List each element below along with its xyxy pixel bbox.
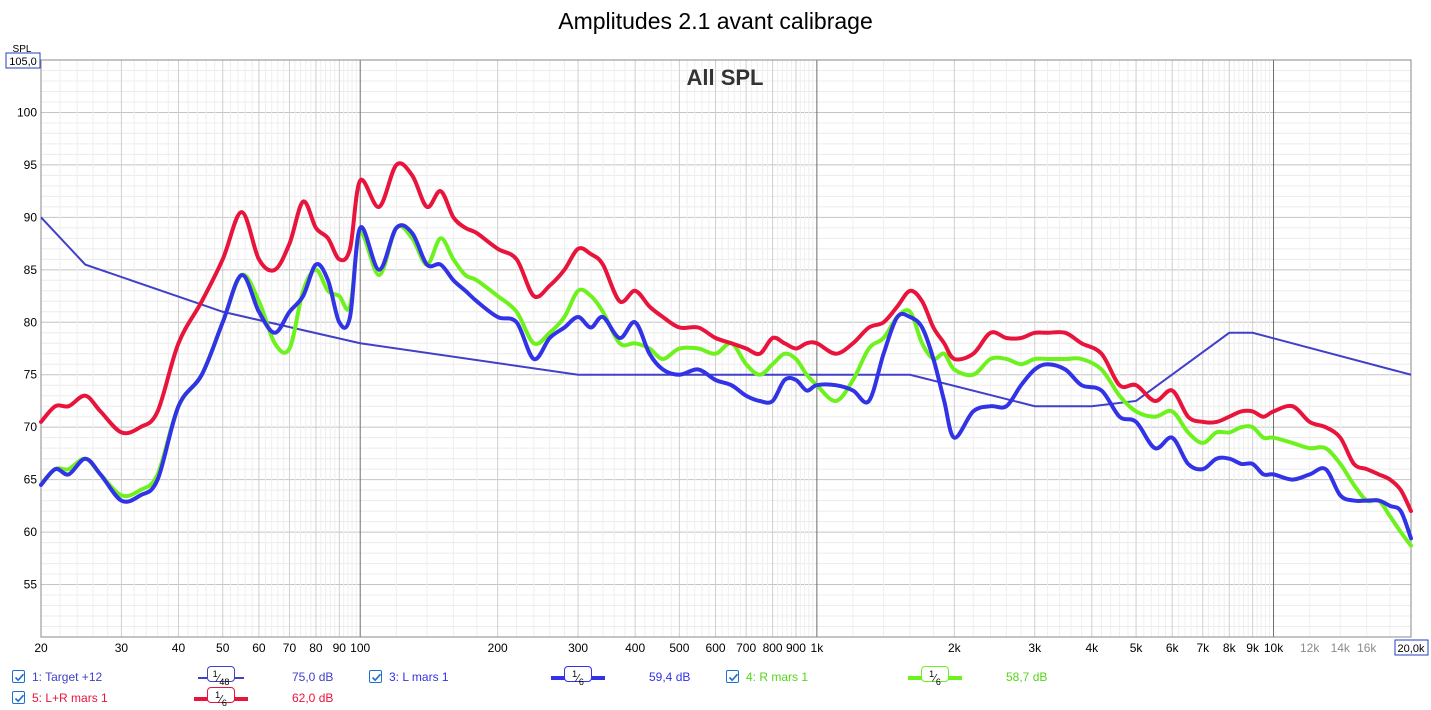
y-tick-label: 85 <box>24 263 38 277</box>
x-tick-label: 20 <box>34 641 48 655</box>
y-tick-label: 95 <box>24 158 38 172</box>
legend-label-target: 1: Target +12 <box>32 670 103 684</box>
x-tick-label: 40 <box>172 641 186 655</box>
x-tick-label: 90 <box>333 641 347 655</box>
x-tick-label: 60 <box>252 641 266 655</box>
y-tick-label: 75 <box>24 368 38 382</box>
y-tick-label: 100 <box>17 105 37 119</box>
series-line-target <box>40 216 1412 408</box>
y-axis-label: SPL <box>13 44 32 55</box>
legend-label-r: 4: R mars 1 <box>746 670 809 684</box>
legend-row-1: 1: Target +12 1⁄48 75,0 dB 3: L mars 1 1… <box>12 666 1212 687</box>
x-tick-label: 100 <box>350 641 370 655</box>
y-tick-label: 55 <box>24 578 38 592</box>
chart-title: Amplitudes 2.1 avant calibrage <box>558 8 873 34</box>
y-tick-label: 60 <box>24 525 38 539</box>
y-tick-label: 80 <box>24 315 38 329</box>
smoothing-button-target[interactable]: 1⁄48 <box>207 666 235 687</box>
legend-value-r: 58,7 dB <box>1006 670 1048 684</box>
x-end-box[interactable] <box>1394 639 1429 656</box>
legend-row-2: 5: L+R mars 1 1⁄6 62,0 dB <box>12 687 512 708</box>
x-tick-label: 6k <box>1166 641 1180 655</box>
x-end-label: 20,0k <box>1398 643 1425 655</box>
y-tick-label: 70 <box>24 420 38 434</box>
legend-value-target: 75,0 dB <box>292 670 334 684</box>
checkbox-target[interactable] <box>12 670 25 683</box>
x-tick-label: 900 <box>786 641 806 655</box>
smoothing-button-lr[interactable]: 1⁄6 <box>207 687 235 708</box>
checkbox-r[interactable] <box>726 670 739 683</box>
y-top-label: 105,0 <box>9 56 37 68</box>
plot-frame <box>40 59 1412 638</box>
x-tick-label: 14k <box>1331 641 1351 655</box>
legend-value-lr: 62,0 dB <box>292 691 334 705</box>
smoothing-button-l[interactable]: 1⁄6 <box>564 666 592 687</box>
x-tick-label: 300 <box>568 641 588 655</box>
x-tick-label: 400 <box>625 641 645 655</box>
series-line-lr <box>39 161 1413 514</box>
checkbox-l[interactable] <box>369 670 382 683</box>
x-tick-label: 50 <box>216 641 230 655</box>
legend-label-lr: 5: L+R mars 1 <box>32 691 108 705</box>
series-line-l <box>39 223 1413 541</box>
x-tick-label: 1k <box>811 641 825 655</box>
y-tick-label: 65 <box>24 473 38 487</box>
x-tick-label: 200 <box>488 641 508 655</box>
x-tick-label: 9k <box>1246 641 1260 655</box>
x-tick-label: 80 <box>309 641 323 655</box>
x-tick-label: 600 <box>706 641 726 655</box>
chart-subtitle: All SPL <box>686 65 763 90</box>
x-tick-label: 500 <box>669 641 689 655</box>
x-tick-label: 16k <box>1357 641 1377 655</box>
series-layer <box>39 161 1413 548</box>
y-tick-label: 90 <box>24 210 38 224</box>
x-tick-label: 70 <box>283 641 297 655</box>
y-top-box[interactable] <box>5 52 41 69</box>
x-tick-label: 4k <box>1085 641 1099 655</box>
x-tick-label: 8k <box>1223 641 1237 655</box>
x-tick-label: 700 <box>736 641 756 655</box>
x-tick-label: 800 <box>763 641 783 655</box>
smoothing-button-r[interactable]: 1⁄6 <box>921 666 949 687</box>
series-line-r <box>39 224 1413 548</box>
x-tick-label: 10k <box>1264 641 1284 655</box>
x-tick-label: 12k <box>1300 641 1320 655</box>
x-tick-label: 5k <box>1130 641 1144 655</box>
x-tick-label: 3k <box>1028 641 1042 655</box>
x-tick-label: 2k <box>948 641 962 655</box>
checkbox-lr[interactable] <box>12 691 25 704</box>
legend-value-l: 59,4 dB <box>649 670 691 684</box>
legend-label-l: 3: L mars 1 <box>389 670 449 684</box>
x-tick-label: 7k <box>1196 641 1210 655</box>
x-tick-label: 30 <box>115 641 129 655</box>
grid-layer <box>40 59 1412 638</box>
